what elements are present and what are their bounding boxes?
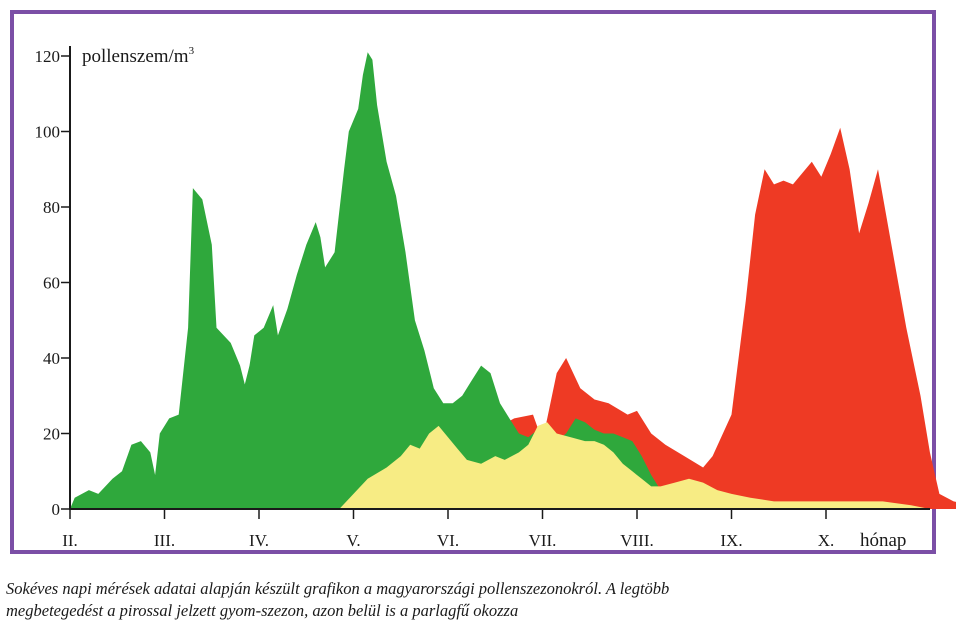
- y-axis-label-superscript: 3: [189, 45, 195, 57]
- y-tick-label: 60: [43, 274, 60, 293]
- area-grass_yellow: [339, 422, 930, 509]
- x-tick-label: III.: [154, 531, 175, 550]
- x-tick-label: II.: [62, 531, 78, 550]
- area-tree_green: [70, 52, 704, 509]
- y-axis-label-text: pollenszem/m: [82, 46, 189, 67]
- caption-line-2: megbetegedést a pirossal jelzett gyom-sz…: [6, 601, 519, 620]
- y-tick-label: 40: [43, 349, 60, 368]
- x-tick-label: V.: [346, 531, 360, 550]
- x-tick-label: X.: [818, 531, 835, 550]
- caption-line-1: Sokéves napi mérések adatai alapján kész…: [6, 579, 670, 598]
- axes: 0 20 40 60 80 100 120 II. III. IV. V. VI. VII. VIII. I…: [35, 46, 930, 550]
- area-weed_red: [443, 127, 956, 509]
- series-areas: [70, 52, 956, 509]
- figure-caption: Sokéves napi mérések adatai alapján kész…: [6, 578, 950, 622]
- x-tick-label: VIII.: [620, 531, 654, 550]
- y-tick-label: 80: [43, 198, 60, 217]
- x-tick-label: IV.: [249, 531, 269, 550]
- pollen-chart: 0 20 40 60 80 100 120 II. III. IV. V. VI. VII. VIII. I…: [35, 45, 956, 551]
- x-tick-label: VII.: [529, 531, 557, 550]
- x-axis-label: hónap: [860, 530, 906, 551]
- x-tick-label: VI.: [437, 531, 459, 550]
- y-tick-label: 20: [43, 425, 60, 444]
- y-tick-label: 100: [35, 123, 61, 142]
- y-tick-label: 120: [35, 47, 61, 66]
- y-tick-label: 0: [52, 500, 61, 519]
- y-axis-label: pollenszem/m3: [82, 45, 195, 67]
- x-tick-label: IX.: [720, 531, 742, 550]
